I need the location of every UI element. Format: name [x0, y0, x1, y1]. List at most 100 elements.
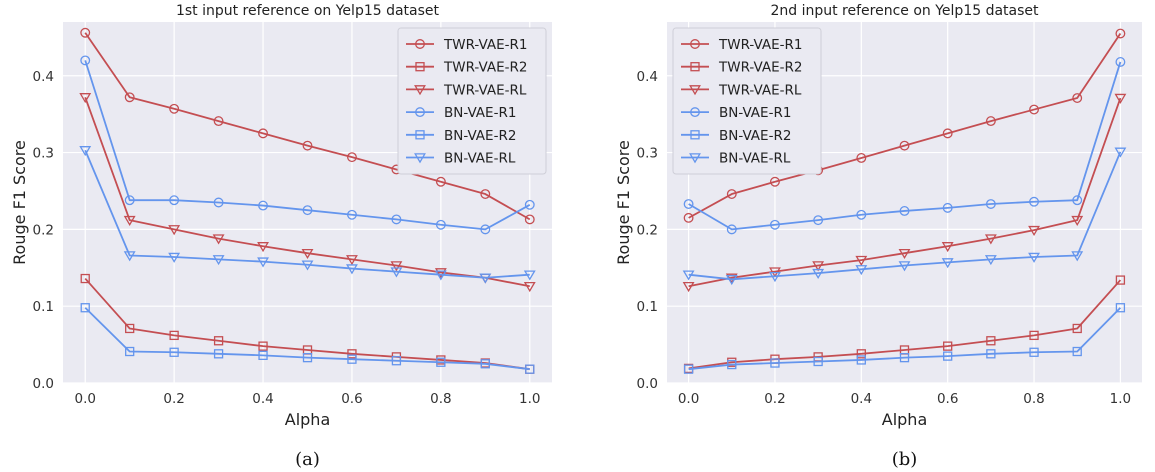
data-point — [943, 351, 953, 361]
chart-title: 2nd input reference on Yelp15 dataset — [770, 3, 1039, 19]
data-point — [80, 27, 91, 38]
x-tick-label: 0.8 — [430, 391, 451, 407]
panel-caption: (a) — [295, 449, 320, 470]
data-point — [302, 140, 313, 151]
x-tick-label: 0.2 — [163, 391, 184, 407]
data-point — [434, 268, 447, 279]
x-tick-label: 0.0 — [74, 391, 95, 407]
series-line — [688, 97, 1122, 288]
x-tick-label: 0.4 — [252, 391, 273, 407]
data-point — [168, 252, 181, 263]
data-point — [434, 270, 447, 281]
legend-box — [672, 27, 822, 175]
y-tick-label: 0.3 — [33, 146, 54, 162]
data-point — [856, 209, 867, 220]
data-point — [125, 346, 135, 357]
data-point — [80, 55, 91, 66]
legend: TWR-VAE-R1 TWR-VAE-R2 TWR-VAE-RL BN-VAE-R1 B… — [397, 27, 547, 175]
legend-entry: BN-VAE-R1 — [444, 105, 516, 121]
chart-panel-b: 0.0 0.2 0.4 0.6 0.8 1.0 0.0 0.1 0.2 0.3 0.4 2nd inp… — [614, 3, 1142, 470]
data-point — [856, 355, 866, 365]
data-point — [1072, 346, 1082, 357]
data-point — [169, 103, 180, 114]
data-point — [813, 356, 823, 367]
data-point — [524, 199, 535, 210]
data-point — [524, 214, 535, 225]
y-tick-label: 0.1 — [33, 299, 54, 315]
data-point — [347, 349, 357, 359]
data-point — [435, 176, 446, 187]
data-point — [856, 153, 867, 163]
data-point — [302, 353, 313, 363]
chart-title: 1st input reference on Yelp15 dataset — [176, 3, 440, 19]
series-bn-vae-rl — [682, 147, 1127, 286]
data-point — [1072, 195, 1083, 206]
data-point — [942, 202, 953, 213]
data-point — [169, 330, 179, 341]
data-point — [941, 258, 954, 269]
data-point — [941, 242, 954, 253]
legend-entry: BN-VAE-RL — [444, 151, 516, 167]
data-point — [725, 275, 738, 286]
data-point — [480, 359, 490, 369]
data-point — [1115, 275, 1126, 285]
data-point — [899, 205, 910, 216]
data-point — [943, 341, 953, 351]
data-point — [523, 270, 536, 281]
legend-entry: BN-VAE-R1 — [719, 105, 791, 121]
data-point — [985, 116, 996, 127]
data-point — [346, 264, 358, 275]
data-point — [770, 358, 780, 368]
chart-panel-a: 0.0 0.2 0.4 0.6 0.8 1.0 0.0 0.1 0.2 0.3 0.4 1st inp… — [10, 3, 552, 470]
x-tick-label: 0.8 — [1023, 391, 1044, 407]
data-point — [436, 357, 446, 367]
x-tick-label: 1.0 — [1110, 391, 1131, 407]
x-tick-label: 1.0 — [519, 391, 540, 407]
data-point — [1114, 147, 1127, 158]
data-point — [770, 219, 780, 230]
data-point — [683, 212, 694, 223]
data-point — [435, 219, 446, 230]
series-line — [688, 33, 1122, 219]
data-point — [168, 225, 181, 236]
legend-entry: TWR-VAE-R2 — [718, 60, 803, 76]
data-point — [812, 261, 825, 272]
y-axis-label: Rouge F1 Score — [614, 140, 633, 265]
data-point — [855, 265, 868, 276]
x-axis-label: Alpha — [882, 410, 928, 429]
data-point — [390, 261, 403, 272]
data-point — [391, 356, 402, 366]
data-point — [79, 146, 92, 157]
data-point — [1115, 56, 1126, 67]
series-line — [84, 277, 530, 371]
y-tick-label: 0.2 — [33, 222, 54, 238]
series-line — [84, 60, 531, 231]
data-point — [1029, 104, 1039, 115]
data-point — [770, 176, 780, 187]
data-point — [769, 271, 781, 283]
legend-marker — [415, 130, 425, 140]
data-point — [1072, 323, 1082, 334]
data-point — [856, 349, 866, 359]
legend-marker — [414, 153, 426, 164]
data-point — [726, 224, 737, 235]
data-point — [683, 199, 694, 209]
data-point — [257, 242, 269, 253]
data-point — [855, 255, 868, 266]
data-point — [986, 336, 996, 346]
data-point — [812, 268, 825, 280]
x-tick-label: 0.6 — [937, 391, 958, 407]
series-bn-vae-r1 — [80, 55, 535, 235]
legend-marker — [690, 62, 700, 72]
x-axis-label: Alpha — [285, 410, 331, 429]
legend: TWR-VAE-R1 TWR-VAE-R2 TWR-VAE-RL BN-VAE-R1 B… — [672, 27, 822, 175]
data-point — [899, 140, 910, 151]
legend-entry: TWR-VAE-RL — [718, 82, 802, 98]
legend-marker — [415, 62, 425, 72]
data-point — [212, 234, 225, 245]
data-point — [258, 350, 268, 360]
series-bn-vae-r2 — [80, 303, 535, 374]
data-point — [480, 224, 491, 235]
data-point — [1029, 330, 1039, 341]
